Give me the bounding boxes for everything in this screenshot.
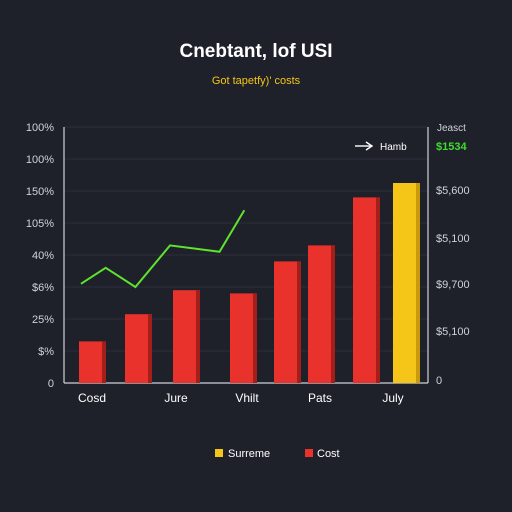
bar-cost-shade — [148, 314, 152, 383]
bar-cost — [230, 293, 257, 383]
series-line — [80, 209, 246, 289]
bar-surreme — [393, 183, 420, 383]
bar-cost — [173, 290, 200, 383]
annotation-label: Hamb — [380, 142, 407, 153]
chart-title: Cnebtant, lof USI — [179, 41, 332, 62]
y-right-tick-label: $9,700 — [436, 279, 470, 291]
y-left-tick-label: $6% — [32, 282, 54, 294]
bar-cost — [125, 314, 152, 383]
annotation-arrow — [355, 141, 374, 151]
y-left-tick-label: 105% — [26, 218, 54, 230]
y-left-tick-label: 25% — [32, 314, 54, 326]
x-tick-label: Cosd — [78, 391, 106, 405]
bar-layer — [79, 183, 420, 383]
bar-cost-shade — [297, 261, 301, 383]
x-tick-label: Pats — [308, 391, 332, 405]
x-tick-label: July — [382, 391, 403, 405]
label-layer: 0 $% 25% $6% 40% 105% 150% 100% 100% 0 $5,100 $9,70… — [26, 122, 470, 405]
highlight-value: $1534 — [436, 141, 467, 153]
y-left-tick-label: 0 — [48, 378, 54, 390]
x-tick-label: Vhilt — [235, 391, 259, 405]
y-left-tick-label: 100% — [26, 122, 54, 134]
bar-cost — [274, 261, 301, 383]
bar-cost-shade — [376, 197, 380, 383]
legend-swatch-surreme — [215, 449, 223, 457]
bar-cost-shade — [196, 290, 200, 383]
x-tick-label: Jure — [164, 391, 188, 405]
chart-subtitle: Got tapetfy)' costs — [212, 75, 301, 87]
legend-swatch-cost — [305, 449, 313, 457]
bar-cost-shade — [102, 341, 106, 383]
y-right-tick-label: 0 — [436, 375, 442, 387]
y-left-tick-label: 150% — [26, 186, 54, 198]
y-left-tick-label: 40% — [32, 250, 54, 262]
bar-surreme-shade — [416, 183, 420, 383]
legend-label-surreme: Surreme — [228, 448, 270, 460]
y-right-tick-label: $5,100 — [436, 326, 470, 338]
line-layer — [80, 209, 246, 289]
legend: Surreme Cost — [215, 448, 340, 460]
y-left-tick-label: $% — [38, 346, 54, 358]
bar-cost — [79, 341, 106, 383]
y-right-tick-label: $5,600 — [436, 185, 470, 197]
bar-cost-shade — [253, 293, 257, 383]
y-right-tick-label: $5,100 — [436, 233, 470, 245]
bar-cost — [308, 245, 335, 383]
bar-cost — [353, 197, 380, 383]
right-axis-title: Jeasct — [437, 123, 466, 134]
legend-label-cost: Cost — [317, 448, 340, 460]
bar-cost-shade — [331, 245, 335, 383]
y-left-tick-label: 100% — [26, 154, 54, 166]
grid-layer — [64, 126, 428, 352]
